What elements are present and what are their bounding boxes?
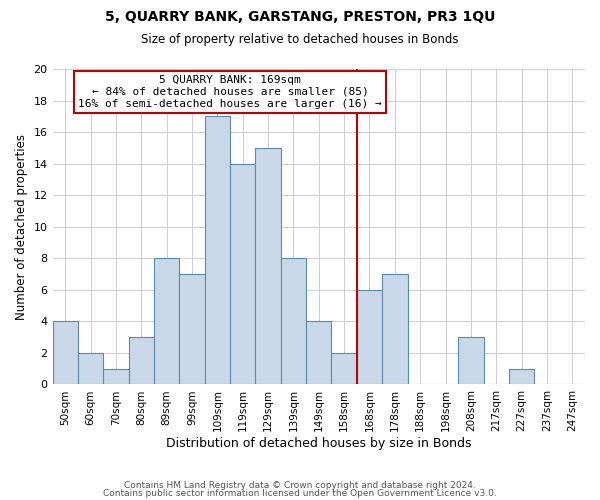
Bar — [331, 353, 357, 384]
Bar — [509, 368, 534, 384]
Bar — [306, 322, 331, 384]
Bar — [128, 337, 154, 384]
X-axis label: Distribution of detached houses by size in Bonds: Distribution of detached houses by size … — [166, 437, 472, 450]
Y-axis label: Number of detached properties: Number of detached properties — [15, 134, 28, 320]
Bar — [53, 322, 78, 384]
Bar — [382, 274, 407, 384]
Bar — [357, 290, 382, 384]
Text: Contains HM Land Registry data © Crown copyright and database right 2024.: Contains HM Land Registry data © Crown c… — [124, 481, 476, 490]
Text: Contains public sector information licensed under the Open Government Licence v3: Contains public sector information licen… — [103, 488, 497, 498]
Bar — [458, 337, 484, 384]
Text: 5, QUARRY BANK, GARSTANG, PRESTON, PR3 1QU: 5, QUARRY BANK, GARSTANG, PRESTON, PR3 1… — [105, 10, 495, 24]
Bar — [281, 258, 306, 384]
Text: Size of property relative to detached houses in Bonds: Size of property relative to detached ho… — [141, 32, 459, 46]
Bar — [103, 368, 128, 384]
Bar — [256, 148, 281, 384]
Text: 5 QUARRY BANK: 169sqm
← 84% of detached houses are smaller (85)
16% of semi-deta: 5 QUARRY BANK: 169sqm ← 84% of detached … — [78, 76, 382, 108]
Bar — [230, 164, 256, 384]
Bar — [78, 353, 103, 384]
Bar — [205, 116, 230, 384]
Bar — [154, 258, 179, 384]
Bar — [179, 274, 205, 384]
